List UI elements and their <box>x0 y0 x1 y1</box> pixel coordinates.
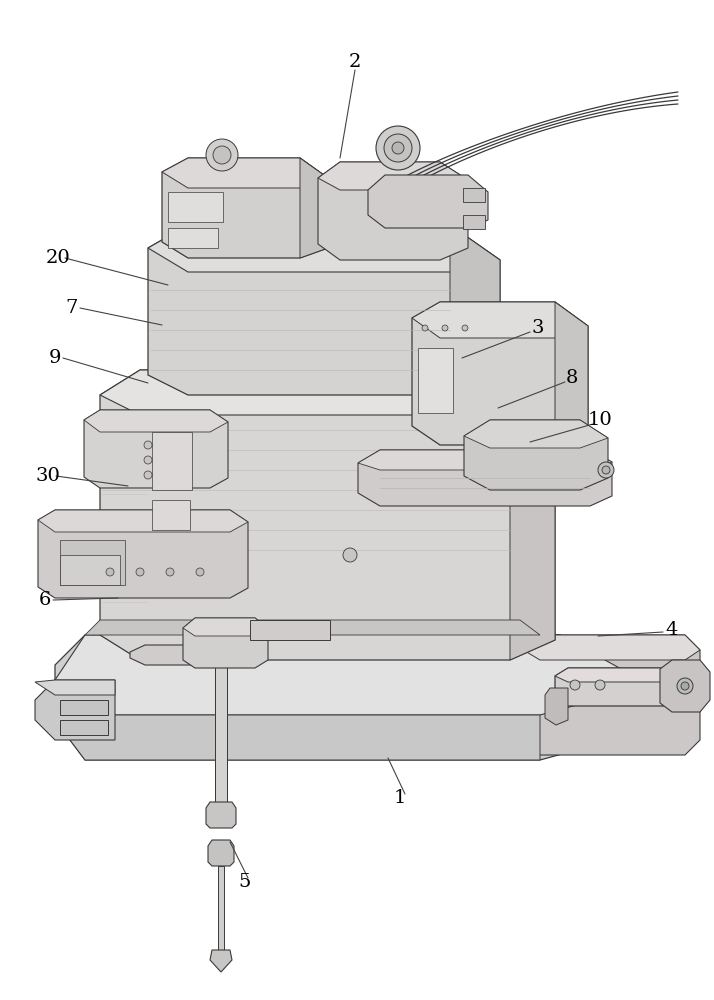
Polygon shape <box>412 302 588 338</box>
Polygon shape <box>368 175 488 228</box>
Circle shape <box>343 548 357 562</box>
Polygon shape <box>183 618 268 668</box>
Polygon shape <box>84 410 228 432</box>
Circle shape <box>106 568 114 576</box>
Polygon shape <box>100 370 555 415</box>
Polygon shape <box>35 680 115 695</box>
Text: 2: 2 <box>349 53 361 71</box>
Circle shape <box>144 456 152 464</box>
Polygon shape <box>450 225 500 395</box>
Polygon shape <box>660 660 710 712</box>
Circle shape <box>376 126 420 170</box>
Polygon shape <box>412 302 588 445</box>
Polygon shape <box>100 370 555 660</box>
Bar <box>60 555 120 585</box>
Bar <box>218 866 224 951</box>
Text: 4: 4 <box>666 621 678 639</box>
Text: 9: 9 <box>49 349 61 367</box>
Circle shape <box>213 146 231 164</box>
Bar <box>418 348 453 413</box>
Polygon shape <box>130 645 215 665</box>
Circle shape <box>144 441 152 449</box>
Bar <box>168 228 218 248</box>
Circle shape <box>144 471 152 479</box>
Polygon shape <box>60 720 108 735</box>
Circle shape <box>196 568 204 576</box>
Bar <box>60 540 125 585</box>
Polygon shape <box>84 410 228 488</box>
Circle shape <box>136 568 144 576</box>
Polygon shape <box>60 700 108 715</box>
Polygon shape <box>520 635 700 755</box>
Polygon shape <box>35 680 115 740</box>
Polygon shape <box>206 802 236 828</box>
Text: 3: 3 <box>532 319 544 337</box>
Circle shape <box>166 568 174 576</box>
Polygon shape <box>210 950 232 972</box>
Circle shape <box>422 325 428 331</box>
Polygon shape <box>85 620 540 635</box>
Text: 30: 30 <box>36 467 61 485</box>
Circle shape <box>570 680 580 690</box>
Circle shape <box>206 139 238 171</box>
Bar <box>168 192 223 222</box>
Polygon shape <box>555 668 686 682</box>
Polygon shape <box>318 162 468 260</box>
Circle shape <box>442 325 448 331</box>
Polygon shape <box>358 450 612 470</box>
Text: 8: 8 <box>565 369 578 387</box>
Polygon shape <box>148 225 500 272</box>
Polygon shape <box>38 510 248 598</box>
Polygon shape <box>208 840 234 866</box>
Polygon shape <box>162 158 328 188</box>
Polygon shape <box>250 620 330 640</box>
Text: 20: 20 <box>46 249 71 267</box>
Polygon shape <box>38 510 248 532</box>
Bar <box>463 215 485 229</box>
Polygon shape <box>55 635 650 715</box>
Bar <box>215 660 227 808</box>
Polygon shape <box>358 450 612 506</box>
Polygon shape <box>555 302 588 445</box>
Polygon shape <box>545 688 568 725</box>
Polygon shape <box>55 680 540 760</box>
Polygon shape <box>55 635 650 760</box>
Circle shape <box>392 142 404 154</box>
Text: 7: 7 <box>66 299 79 317</box>
Circle shape <box>598 462 614 478</box>
Bar <box>463 188 485 202</box>
Text: 5: 5 <box>238 873 251 891</box>
Circle shape <box>384 134 412 162</box>
Polygon shape <box>520 635 700 660</box>
Circle shape <box>677 678 693 694</box>
Polygon shape <box>318 162 468 190</box>
Bar <box>152 432 192 490</box>
Circle shape <box>602 466 610 474</box>
Polygon shape <box>464 420 608 490</box>
Circle shape <box>681 682 689 690</box>
Polygon shape <box>510 370 555 660</box>
Polygon shape <box>183 618 268 636</box>
Text: 1: 1 <box>394 789 406 807</box>
Text: 6: 6 <box>39 591 51 609</box>
Text: 10: 10 <box>588 411 613 429</box>
Polygon shape <box>464 420 608 448</box>
Circle shape <box>595 680 605 690</box>
Polygon shape <box>162 158 328 258</box>
Circle shape <box>462 325 468 331</box>
Polygon shape <box>555 668 686 706</box>
Polygon shape <box>300 158 328 258</box>
Polygon shape <box>148 225 500 395</box>
Bar <box>152 500 190 530</box>
